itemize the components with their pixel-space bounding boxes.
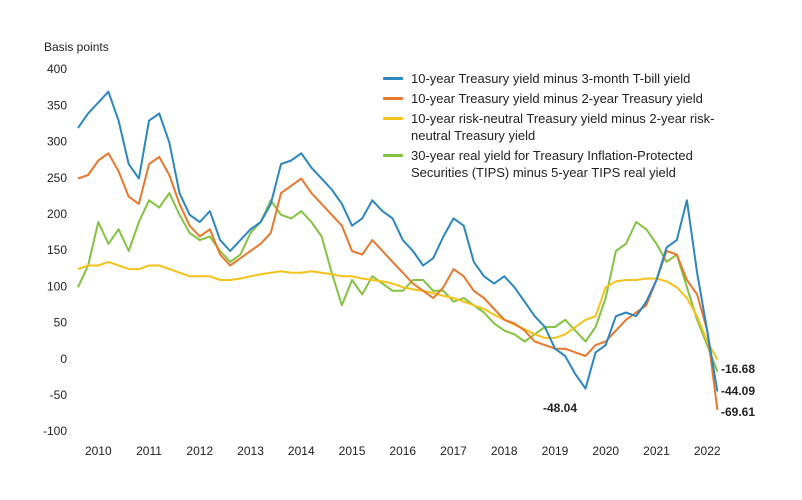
x-tick-label: 2019 [542,444,569,458]
y-axis-label: Basis points [44,40,109,54]
series-line [77,90,719,392]
annotation: -44.09 [721,384,755,398]
y-tick-label: -100 [43,424,67,438]
x-tick-label: 2016 [389,444,416,458]
legend-entry: 10-year Treasury yield minus 3-month T-b… [383,70,728,87]
legend-label: 10-year Treasury yield minus 3-month T-b… [411,71,691,86]
y-tick-label: -50 [50,388,68,402]
x-tick-label: 2020 [592,444,619,458]
legend-entry: 10-year risk-neutral Treasury yield minu… [383,110,728,144]
x-tick-label: 2012 [186,444,213,458]
series-line [77,192,719,373]
legend-entry: 30-year real yield for Treasury Inflatio… [383,147,728,181]
x-tick-label: 2014 [288,444,315,458]
legend-label: 30-year real yield for Treasury Inflatio… [411,148,693,180]
legend-swatch [383,154,403,157]
x-tick-label: 2011 [136,444,162,458]
legend-swatch [383,117,403,120]
annotation: -69.61 [721,405,755,419]
legend: 10-year Treasury yield minus 3-month T-b… [383,70,728,184]
annotation: -48.04 [543,401,577,415]
y-tick-label: 50 [54,316,68,330]
legend-swatch [383,77,403,80]
y-tick-label: 350 [47,98,67,112]
annotation: -16.68 [721,362,755,376]
y-tick-label: 400 [47,62,67,76]
series-line [77,260,719,361]
x-tick-label: 2017 [440,444,467,458]
legend-label: 10-year Treasury yield minus 2-year Trea… [411,91,703,106]
x-tick-label: 2018 [491,444,518,458]
y-tick-label: 0 [60,352,67,366]
y-tick-label: 200 [47,207,67,221]
x-tick-label: 2015 [339,444,366,458]
x-tick-label: 2010 [85,444,112,458]
legend-swatch [383,97,403,100]
y-tick-label: 150 [47,243,67,257]
x-tick-label: 2013 [237,444,264,458]
y-tick-label: 100 [47,279,67,293]
y-tick-label: 300 [47,135,67,149]
legend-label: 10-year risk-neutral Treasury yield minu… [411,111,715,143]
legend-entry: 10-year Treasury yield minus 2-year Trea… [383,90,728,107]
x-tick-label: 2022 [694,444,721,458]
x-tick-label: 2021 [643,444,670,458]
series-line [77,152,719,411]
y-tick-label: 250 [47,171,67,185]
